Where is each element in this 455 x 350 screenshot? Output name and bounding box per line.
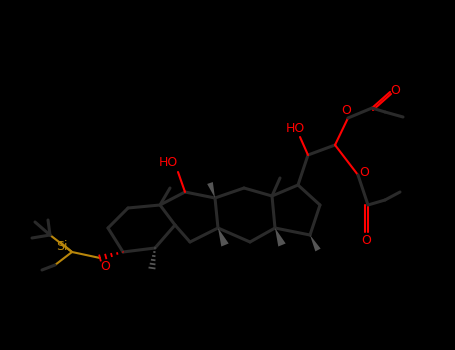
Text: O: O [390, 84, 400, 97]
Text: HO: HO [158, 155, 177, 168]
Text: O: O [359, 167, 369, 180]
Text: HO: HO [285, 121, 305, 134]
Polygon shape [310, 235, 321, 251]
Text: Si: Si [56, 240, 68, 253]
Text: O: O [341, 105, 351, 118]
Polygon shape [207, 182, 215, 198]
Polygon shape [275, 228, 286, 246]
Text: O: O [361, 233, 371, 246]
Text: O: O [100, 259, 110, 273]
Polygon shape [218, 228, 229, 246]
